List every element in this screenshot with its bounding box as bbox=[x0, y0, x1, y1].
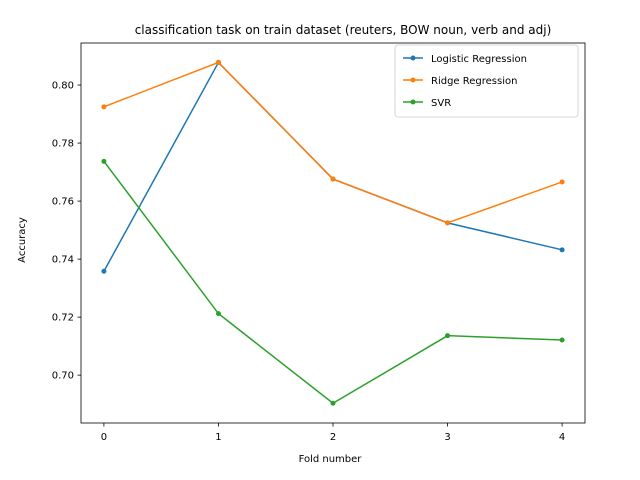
y-axis: 0.70 0.72 0.74 0.76 0.78 0.80 bbox=[52, 81, 81, 382]
data-point bbox=[445, 333, 451, 339]
y-tick-label: 0.76 bbox=[52, 197, 74, 208]
series-ridge-regression bbox=[101, 59, 565, 226]
legend-label: Ridge Regression bbox=[431, 76, 517, 87]
data-point bbox=[559, 179, 565, 185]
data-point bbox=[445, 220, 451, 226]
x-tick-label: 2 bbox=[330, 432, 336, 443]
y-tick-label: 0.78 bbox=[52, 139, 74, 150]
x-axis-title: Fold number bbox=[299, 454, 363, 465]
x-tick-label: 4 bbox=[559, 432, 565, 443]
x-tick-label: 0 bbox=[101, 432, 107, 443]
data-point bbox=[559, 337, 565, 343]
x-tick-label: 1 bbox=[215, 432, 221, 443]
chart-title: classification task on train dataset (re… bbox=[135, 23, 552, 37]
data-point bbox=[101, 104, 107, 110]
legend-label: SVR bbox=[431, 98, 451, 109]
legend-marker bbox=[410, 99, 416, 105]
legend-label: Logistic Regression bbox=[431, 54, 527, 65]
data-point bbox=[101, 268, 107, 274]
x-axis: 0 1 2 3 4 bbox=[101, 423, 565, 443]
y-tick-label: 0.74 bbox=[52, 255, 74, 266]
y-tick-label: 0.72 bbox=[52, 313, 74, 324]
series-svr bbox=[101, 158, 565, 406]
legend-marker bbox=[410, 77, 416, 83]
legend-box bbox=[394, 44, 579, 118]
data-point bbox=[330, 400, 336, 406]
legend: Logistic Regression Ridge Regression SVR bbox=[394, 44, 579, 118]
x-tick-label: 3 bbox=[444, 432, 450, 443]
y-tick-label: 0.80 bbox=[52, 81, 74, 92]
y-axis-title: Accuracy bbox=[17, 217, 28, 263]
legend-marker bbox=[410, 55, 416, 61]
data-point bbox=[559, 247, 565, 253]
series-layer bbox=[101, 59, 565, 406]
data-point bbox=[215, 59, 221, 65]
data-point bbox=[215, 311, 221, 317]
data-point bbox=[101, 158, 107, 164]
data-point bbox=[330, 176, 336, 182]
y-tick-label: 0.70 bbox=[52, 371, 74, 382]
